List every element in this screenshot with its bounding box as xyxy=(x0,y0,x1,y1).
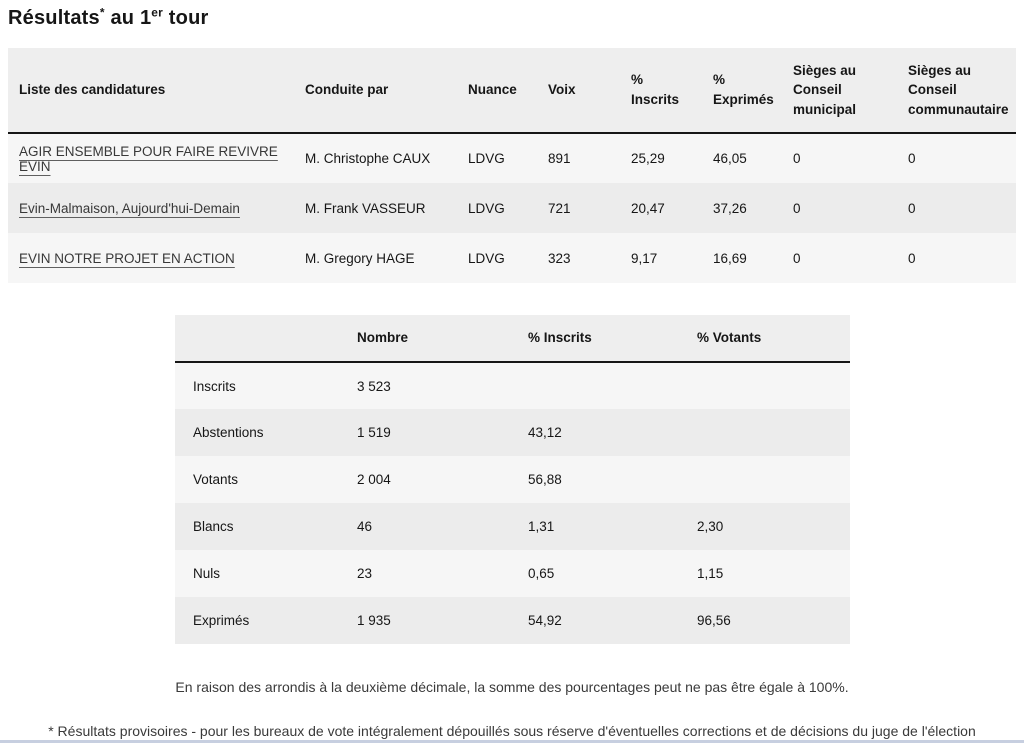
pct-inscrits-cell xyxy=(510,362,679,409)
col-conduite-par: Conduite par xyxy=(294,48,457,134)
pct-inscrits-cell: 0,65 xyxy=(528,566,555,581)
pct-inscrits-cell: 56,88 xyxy=(528,472,562,487)
conduite-par-cell: M. Christophe CAUX xyxy=(305,151,431,166)
provisional-results-note: * Résultats provisoires - pour les burea… xyxy=(48,723,976,739)
pct-votants-cell: 2,30 xyxy=(697,519,724,534)
pct-inscrits-cell: 1,31 xyxy=(528,519,555,534)
pct-inscrits-cell: 9,17 xyxy=(631,250,658,266)
results-table: Liste des candidatures Conduite par Nuan… xyxy=(8,48,1016,283)
sieges-municipal-cell: 0 xyxy=(793,200,801,216)
candidate-row: EVIN NOTRE PROJET EN ACTION M. Gregory H… xyxy=(8,233,1016,283)
col-pct-votants: % Votants xyxy=(679,315,850,363)
row-label: Abstentions xyxy=(193,425,264,440)
candidate-row: AGIR ENSEMBLE POUR FAIRE REVIVRE EVIN M.… xyxy=(8,133,1016,183)
nuance-cell: LDVG xyxy=(468,151,505,166)
col-voix: Voix xyxy=(537,48,620,134)
nuance-cell: LDVG xyxy=(468,200,505,216)
sieges-municipal-cell: 0 xyxy=(793,151,801,166)
title-ordinal: er xyxy=(151,5,164,20)
conduite-par-cell: M. Frank VASSEUR xyxy=(305,200,426,216)
row-label: Exprimés xyxy=(193,613,250,628)
pct-exprimes-cell: 16,69 xyxy=(713,250,747,266)
participation-row: Inscrits 3 523 xyxy=(175,362,850,409)
pct-votants-cell: 1,15 xyxy=(697,566,724,581)
participation-row: Votants 2 004 56,88 xyxy=(175,456,850,503)
next-section-top-edge xyxy=(0,740,1024,743)
sieges-communautaire-cell: 0 xyxy=(908,250,916,266)
row-label: Votants xyxy=(193,472,239,487)
row-label: Nuls xyxy=(193,566,221,581)
pct-votants-cell xyxy=(679,456,850,503)
voix-cell: 721 xyxy=(548,200,571,216)
title-asterisk: * xyxy=(99,5,105,20)
nombre-cell: 1 519 xyxy=(357,425,391,440)
pct-votants-cell: 96,56 xyxy=(697,613,731,628)
pct-exprimes-cell: 46,05 xyxy=(713,151,747,166)
pct-inscrits-cell: 25,29 xyxy=(631,151,665,166)
rounding-note: En raison des arrondis à la deuxième déc… xyxy=(175,679,849,695)
col-sieges-municipal: Sièges au Conseil municipal xyxy=(782,48,897,134)
nombre-cell: 3 523 xyxy=(357,378,391,394)
conduite-par-cell: M. Gregory HAGE xyxy=(305,250,415,266)
voix-cell: 891 xyxy=(548,151,571,166)
participation-row: Nuls 23 0,65 1,15 xyxy=(175,550,850,597)
candidate-list-link[interactable]: EVIN NOTRE PROJET EN ACTION xyxy=(19,250,235,266)
participation-row: Blancs 46 1,31 2,30 xyxy=(175,503,850,550)
sieges-municipal-cell: 0 xyxy=(793,250,801,266)
row-label: Blancs xyxy=(193,519,234,534)
col-liste-des-candidatures: Liste des candidatures xyxy=(8,48,294,134)
candidate-list-link[interactable]: Evin-Malmaison, Aujourd'hui-Demain xyxy=(19,200,240,216)
nombre-cell: 1 935 xyxy=(357,613,391,628)
col-empty xyxy=(175,315,339,363)
pct-votants-cell xyxy=(679,362,850,409)
page-title: Résultats* au 1er tour xyxy=(8,5,209,29)
pct-inscrits-cell: 43,12 xyxy=(528,425,562,440)
col-pct-inscrits: % Inscrits xyxy=(510,315,679,363)
row-label: Inscrits xyxy=(193,378,236,394)
pct-inscrits-cell: 54,92 xyxy=(528,613,562,628)
candidate-row: Evin-Malmaison, Aujourd'hui-Demain M. Fr… xyxy=(8,183,1016,233)
sieges-communautaire-cell: 0 xyxy=(908,151,916,166)
candidate-list-link[interactable]: AGIR ENSEMBLE POUR FAIRE REVIVRE EVIN xyxy=(19,143,278,174)
col-pct-exprimes: % Exprimés xyxy=(702,48,782,134)
nuance-cell: LDVG xyxy=(468,250,505,266)
pct-inscrits-cell: 20,47 xyxy=(631,200,665,216)
nombre-cell: 23 xyxy=(357,566,373,581)
col-nuance: Nuance xyxy=(457,48,537,134)
results-header-row: Liste des candidatures Conduite par Nuan… xyxy=(8,48,1016,134)
col-sieges-communautaire: Sièges au Conseil communautaire xyxy=(897,48,1016,134)
pct-votants-cell xyxy=(679,409,850,456)
col-pct-inscrits: % Inscrits xyxy=(620,48,702,134)
voix-cell: 323 xyxy=(548,250,571,266)
participation-header-row: Nombre % Inscrits % Votants xyxy=(175,315,850,363)
nombre-cell: 2 004 xyxy=(357,472,391,487)
participation-table: Nombre % Inscrits % Votants Inscrits 3 5… xyxy=(175,315,850,644)
nombre-cell: 46 xyxy=(357,519,373,534)
pct-exprimes-cell: 37,26 xyxy=(713,200,747,216)
col-nombre: Nombre xyxy=(339,315,510,363)
participation-row: Exprimés 1 935 54,92 96,56 xyxy=(175,597,850,644)
participation-row: Abstentions 1 519 43,12 xyxy=(175,409,850,456)
sieges-communautaire-cell: 0 xyxy=(908,200,916,216)
